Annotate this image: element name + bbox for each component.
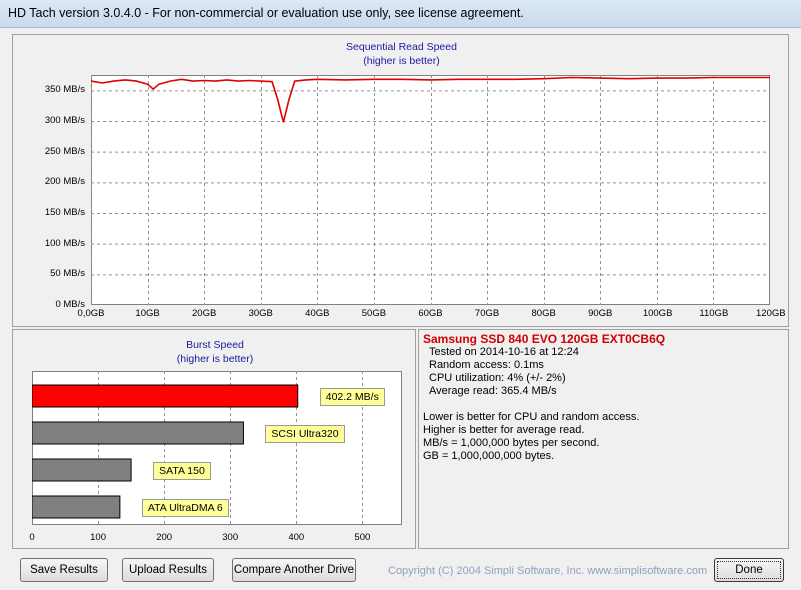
seq-x-tick: 10GB: [135, 308, 160, 319]
note-cpu: Lower is better for CPU and random acces…: [423, 411, 640, 423]
burst-x-tick: 200: [156, 532, 173, 543]
seq-chart-plot: [91, 75, 770, 305]
seq-x-tick: 60GB: [418, 308, 443, 319]
seq-y-tick: 0 MB/s: [55, 299, 85, 310]
seq-read-line: [91, 76, 770, 123]
burst-bar-label: 402.2 MB/s: [319, 388, 385, 406]
seq-x-tick: 40GB: [305, 308, 330, 319]
drive-name: Samsung SSD 840 EVO 120GB EXT0CB6Q: [423, 332, 666, 346]
title-bar: HD Tach version 3.0.4.0 - For non-commer…: [0, 0, 801, 28]
seq-chart-title: Sequential Read Speed: [346, 41, 457, 53]
seq-x-tick: 50GB: [361, 308, 387, 319]
seq-chart-subtitle: (higher is better): [363, 55, 440, 67]
burst-bar: [32, 458, 132, 482]
copyright-text: Copyright (C) 2004 Simpli Software, Inc.…: [388, 565, 708, 577]
seq-x-tick: 100GB: [642, 308, 673, 319]
seq-y-tick: 50 MB/s: [50, 268, 85, 280]
average-read: Average read: 365.4 MB/s: [429, 385, 557, 397]
seq-x-tick: 80GB: [531, 308, 556, 319]
seq-y-tick: 350 MB/s: [44, 84, 85, 96]
burst-bar-label: SCSI Ultra320: [265, 425, 345, 443]
seq-x-tick: 0,0GB: [77, 308, 105, 319]
sequential-read-panel: Sequential Read Speed (higher is better)…: [12, 34, 789, 327]
burst-bar: [32, 495, 121, 519]
info-panel: Samsung SSD 840 EVO 120GB EXT0CB6Q Teste…: [418, 329, 789, 549]
seq-y-tick: 250 MB/s: [44, 145, 85, 157]
seq-x-tick: 90GB: [588, 308, 613, 319]
burst-bar-label: SATA 150: [153, 462, 211, 480]
compare-drive-button[interactable]: Compare Another Drive: [232, 558, 356, 582]
burst-x-tick: 0: [29, 532, 35, 543]
info-text-area: Samsung SSD 840 EVO 120GB EXT0CB6Q Teste…: [419, 330, 788, 548]
window-title: HD Tach version 3.0.4.0 - For non-commer…: [8, 6, 524, 20]
seq-y-tick: 150 MB/s: [44, 207, 85, 218]
client-area: Sequential Read Speed (higher is better)…: [8, 28, 793, 585]
seq-y-tick: 100 MB/s: [44, 237, 85, 249]
burst-bar-label: ATA UltraDMA 6: [141, 499, 229, 517]
seq-x-tick: 110GB: [699, 308, 729, 319]
burst-x-tick: 400: [288, 532, 305, 543]
seq-x-tick: 70GB: [474, 308, 500, 319]
done-button[interactable]: Done: [714, 558, 784, 582]
burst-bar: [32, 421, 244, 445]
note-gb: GB = 1,000,000,000 bytes.: [423, 450, 555, 462]
burst-x-tick: 100: [90, 532, 106, 543]
tested-on: Tested on 2014-10-16 at 12:24: [429, 346, 579, 358]
burst-chart-title: Burst Speed: [186, 339, 244, 351]
seq-x-tick: 20GB: [192, 308, 217, 319]
seq-y-tick: 200 MB/s: [44, 176, 85, 188]
burst-bar: [32, 384, 299, 408]
burst-chart-subtitle: (higher is better): [176, 353, 254, 365]
seq-x-tick: 120GB: [756, 308, 786, 319]
random-access: Random access: 0.1ms: [429, 359, 544, 371]
seq-x-tick: 30GB: [248, 308, 273, 319]
note-mbs: MB/s = 1,000,000 bytes per second.: [423, 437, 600, 449]
seq-plot-area: [91, 75, 770, 305]
upload-results-button[interactable]: Upload Results: [122, 558, 214, 582]
burst-x-tick: 500: [354, 532, 371, 543]
seq-y-tick: 300 MB/s: [44, 115, 85, 126]
cpu-utilization: CPU utilization: 4% (+/- 2%): [429, 372, 566, 384]
burst-x-tick: 300: [222, 532, 239, 543]
save-results-button[interactable]: Save Results: [20, 558, 108, 582]
burst-speed-panel: Burst Speed (higher is better) 402.2 MB/…: [12, 329, 416, 549]
note-read: Higher is better for average read.: [423, 424, 585, 436]
